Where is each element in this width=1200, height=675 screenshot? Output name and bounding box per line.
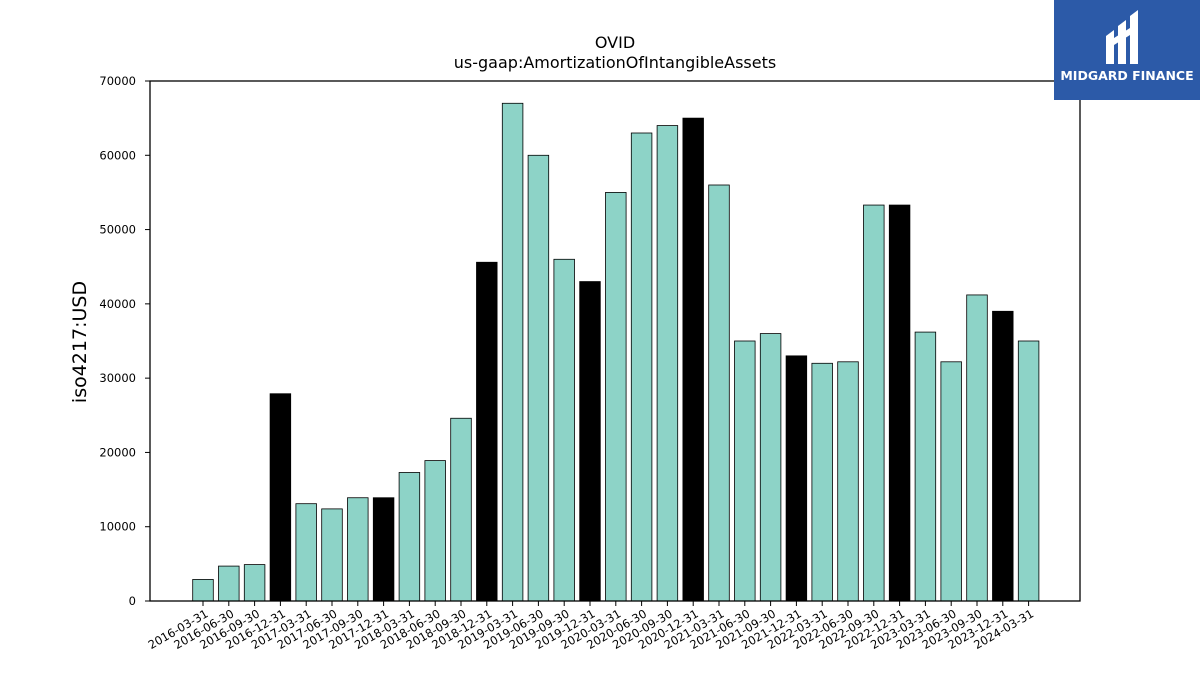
y-tick-label: 0 [129,594,136,608]
bar [218,565,240,602]
bar [940,361,962,602]
chart-title: OVID [595,33,635,52]
y-tick-label: 40000 [99,297,136,311]
y-tick-label: 30000 [99,371,136,385]
y-tick-label: 50000 [99,223,136,237]
bar [450,417,472,602]
bar [992,310,1014,602]
chart-subtitle: us-gaap:AmortizationOfIntangibleAssets [454,53,776,72]
bar [914,331,937,602]
bar [682,117,704,602]
bar [372,497,395,602]
bar [476,261,498,602]
bar [398,472,421,602]
plot-frame [149,80,1081,602]
y-axis-ticks: 0 10000 20000 30000 40000 50000 60000 70000 [99,74,150,608]
bar [863,204,885,602]
bars-group [192,102,1040,602]
x-axis-ticks: 2016-03-312016-06-302016-09-302016-12-31… [146,601,1036,652]
bar [347,497,369,602]
bar [785,355,808,602]
bar [424,460,446,602]
bar [708,184,730,602]
bar [243,564,266,602]
y-tick-label: 20000 [99,445,136,459]
bar [321,508,343,602]
y-tick-label: 70000 [99,74,136,88]
bar [527,154,550,602]
bar [553,258,575,602]
bar [888,204,911,602]
logo-text: MIDGARD FINANCE [1060,68,1194,83]
bar [837,361,859,602]
bar [656,125,679,602]
bar [966,294,988,602]
bar [501,102,524,602]
y-axis-label: iso4217:USD [69,281,91,403]
bar [605,192,627,602]
bar [734,340,756,602]
bar [811,362,833,602]
bar [269,393,292,602]
bar [192,579,214,602]
y-tick-label: 10000 [99,520,136,534]
bar [759,333,782,602]
bar [630,132,653,602]
midgard-finance-logo: MIDGARD FINANCE [1054,0,1200,100]
logo-mark-icon [1106,10,1138,64]
bar [295,503,317,602]
bar [1017,340,1040,602]
y-tick-label: 60000 [99,148,136,162]
bar [579,281,601,602]
